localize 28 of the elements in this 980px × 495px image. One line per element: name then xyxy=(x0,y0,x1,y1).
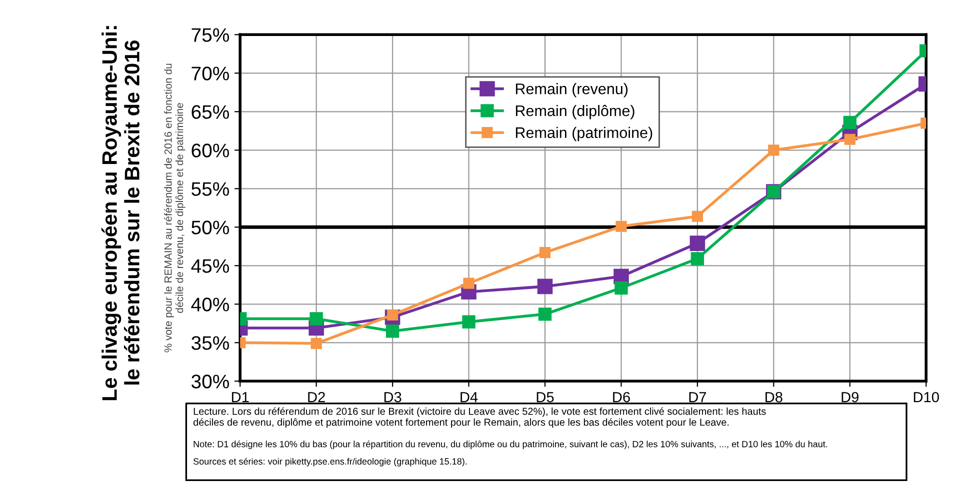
y-tick-label: 40% xyxy=(191,298,229,312)
y-tick-label: 45% xyxy=(191,259,229,273)
y-tick-label: 65% xyxy=(192,105,229,119)
y-tick-label: 75% xyxy=(192,28,229,42)
x-tick-label: D2 xyxy=(308,392,325,402)
legend-label: Remain (revenu) xyxy=(516,83,628,98)
text: Note: D1 désigne les 10% du bas (pour la répartition du revenu, du diplôme ou du patrimoine, suivant le cas), D2 les 10% suivants, ..., et D10 les 10% du haut. xyxy=(194,440,828,450)
text: Lecture. Lors du référendum de 2016 sur le Brexit (victoire du Leave avec 52%), le vote est fortement clivé socialement: les hauts déciles de revenu, diplôme et patrimoine votent fortement pour le Remain, alors que les bas déciles votent pour le Leave. xyxy=(193,407,766,428)
x-tick-label: D3 xyxy=(384,392,402,402)
x-tick-label: D4 xyxy=(460,392,478,402)
x-tick-label: D7 xyxy=(689,392,706,402)
y-axis-title: % vote pour le REMAIN au référendum de 2016 en fonction du décile de revenu, de diplôme et de patrimoine xyxy=(164,64,186,352)
y-tick-label: 70% xyxy=(192,66,229,80)
x-tick-label: D9 xyxy=(842,392,859,402)
x-tick-label: D5 xyxy=(536,392,554,402)
x-tick-label: D1 xyxy=(232,392,249,402)
y-tick-label: 55% xyxy=(192,182,229,196)
y-tick-label: 30% xyxy=(192,374,229,388)
legend-label: Remain (patrimoine) xyxy=(516,126,652,142)
x-tick-label: D6 xyxy=(613,392,630,402)
y-tick-label: 60% xyxy=(192,144,229,158)
y-tick-label: 50% xyxy=(192,220,229,234)
source-note: Sources et séries: voir piketty.pse.ens.fr/ideologie (graphique 15.18). xyxy=(193,458,467,466)
x-tick-label: D10 xyxy=(914,392,939,402)
x-tick-label: D8 xyxy=(766,392,782,402)
legend-label: Remain (diplôme) xyxy=(516,104,634,120)
y-tick-label: 35% xyxy=(192,336,229,350)
text: Le clivage européen au Royaume-Uni: le référendum sur le Brexit de 2016 xyxy=(101,26,140,400)
